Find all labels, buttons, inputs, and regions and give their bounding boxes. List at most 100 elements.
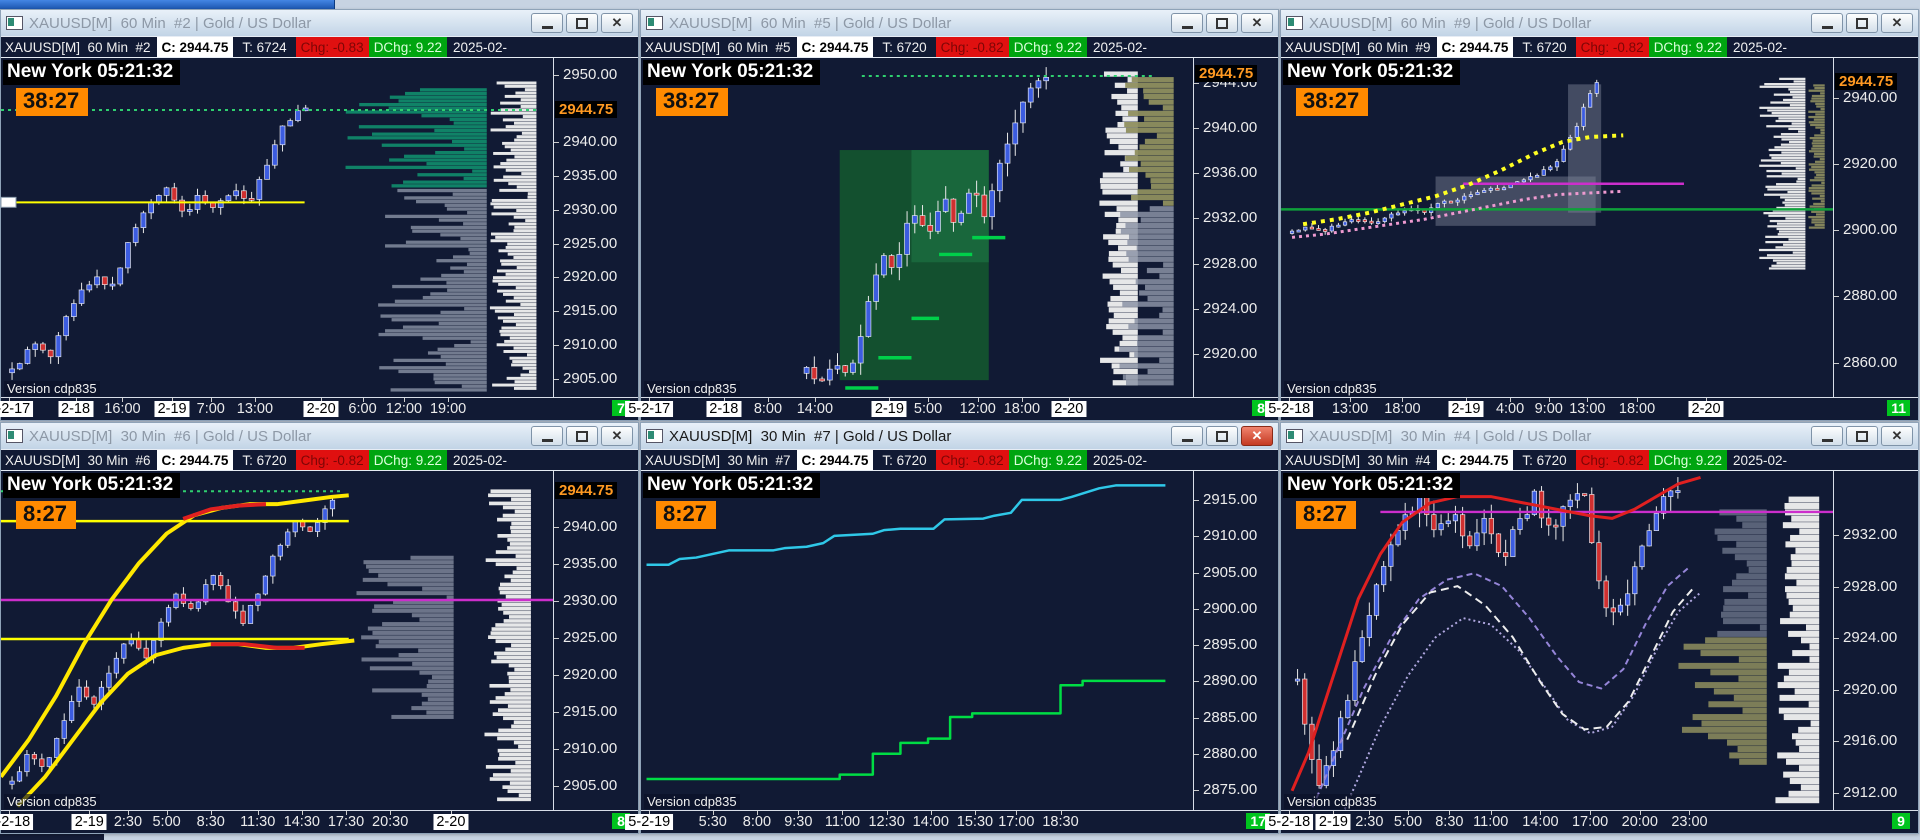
time-tick-mark: [448, 398, 450, 402]
minimize-button[interactable]: [1171, 13, 1203, 33]
time-tick-mark: [254, 398, 256, 402]
window-titlebar[interactable]: XAUUSD[M] 60 Min #2 | Gold / US Dollar: [1, 10, 638, 36]
window-titlebar[interactable]: XAUUSD[M] 60 Min #5 | Gold / US Dollar: [641, 10, 1278, 36]
time-tick-mark: [301, 811, 303, 815]
close-button[interactable]: [601, 426, 633, 446]
price-tick-mark: [554, 345, 559, 346]
time-axis[interactable]: 5-2-17 2-18 8:00 14:00 2-19 5:00 12:00 18:00 2-2…: [625, 398, 1278, 420]
change-badge: Chg: -0.82: [1575, 450, 1649, 470]
restore-button[interactable]: [1206, 426, 1238, 446]
chart-window-bottom-right: XAUUSD[M] 30 Min #4 | Gold / US Dollar X…: [1265, 422, 1919, 834]
close-icon: [1892, 427, 1903, 445]
time-tick-label: 11:00: [1473, 814, 1509, 830]
time-tick-mark: [1402, 398, 1404, 402]
time-tick-mark: [122, 398, 124, 402]
daily-change-badge: DChg: 9.22: [368, 450, 447, 470]
minimize-button[interactable]: [1811, 13, 1843, 33]
daily-change-badge: DChg: 9.22: [1648, 37, 1727, 57]
restore-button[interactable]: [566, 426, 598, 446]
price-scale[interactable]: 2940.00 2920.00 2900.00 2880.00 2860.00 2944.…: [1834, 58, 1918, 398]
bar-countdown-timer: 8:27: [656, 501, 717, 529]
minimize-button[interactable]: [531, 426, 563, 446]
time-tick-label: 14:00: [1522, 814, 1559, 830]
restore-button[interactable]: [1206, 13, 1238, 33]
close-button[interactable]: [601, 13, 633, 33]
chart-area[interactable]: New York 05:21:32 38:27 Version cdp835: [1, 58, 554, 398]
price-tick-mark: [554, 244, 559, 245]
chart-area[interactable]: New York 05:21:32 38:27 Version cdp835: [1281, 58, 1834, 398]
restore-icon: [1856, 430, 1868, 442]
restore-button[interactable]: [566, 13, 598, 33]
time-tick-mark: [166, 811, 168, 815]
price-scale[interactable]: 2932.00 2928.00 2924.00 2920.00 2916.00 2912.…: [1834, 471, 1918, 811]
time-tick-mark: [974, 811, 976, 815]
price-tick-label: 2890.00: [1203, 672, 1258, 690]
time-tick-mark: [321, 398, 323, 402]
chart-area[interactable]: New York 05:21:32 38:27 Version cdp835: [641, 58, 1194, 398]
price-tick-mark: [554, 379, 559, 380]
trades-value: T: 6724: [242, 39, 287, 55]
price-tick-label: 2924.00: [1843, 629, 1898, 647]
time-axis[interactable]: 5-2-19 5:30 8:00 9:30 11:00 12:30 14:00 15:30 17…: [625, 811, 1278, 833]
price-tick-mark: [1834, 741, 1839, 742]
close-button[interactable]: [1241, 13, 1273, 33]
time-tick-label: 17:00: [998, 814, 1035, 830]
time-axis[interactable]: 5-2-17 2-18 16:00 2-19 7:00 13:00 2-20 6:00 12:0…: [0, 398, 638, 420]
restore-icon: [1856, 17, 1868, 29]
time-axis[interactable]: 5-2-18 13:00 18:00 2-19 4:00 9:00 13:00 18:00 2-…: [1265, 398, 1918, 420]
close-button[interactable]: [1881, 13, 1913, 33]
time-tick-mark: [712, 811, 714, 815]
close-price-value: C: 2944.75: [156, 450, 234, 470]
window-titlebar[interactable]: XAUUSD[M] 60 Min #9 | Gold / US Dollar: [1281, 10, 1918, 36]
chart-area[interactable]: New York 05:21:32 8:27 Version cdp835: [1281, 471, 1834, 811]
time-tick-mark: [1465, 398, 1467, 402]
last-price-marker: 2944.75: [1195, 65, 1258, 83]
price-scale[interactable]: 2915.00 2910.00 2905.00 2900.00 2895.00 2890.…: [1194, 471, 1278, 811]
time-tick-label: 17:30: [327, 814, 365, 830]
time-tick-label: 15:30: [956, 814, 994, 830]
price-chart: [1, 81, 537, 392]
time-tick-mark: [1407, 811, 1409, 815]
chart-window-icon: [646, 429, 663, 443]
price-tick-mark: [554, 277, 559, 278]
window-titlebar[interactable]: XAUUSD[M] 30 Min #6 | Gold / US Dollar: [1, 423, 638, 449]
close-button[interactable]: [1241, 426, 1273, 446]
price-scale[interactable]: 2944.002940.002936.002932.002928.002924.…: [1194, 58, 1278, 398]
price-tick-mark: [1194, 218, 1199, 219]
bar-countdown-timer: 8:27: [16, 501, 77, 529]
trades-value: T: 6720: [882, 39, 927, 55]
time-tick-label: 8:30: [1435, 814, 1464, 830]
price-tick-mark: [1834, 793, 1839, 794]
window-titlebar[interactable]: XAUUSD[M] 30 Min #4 | Gold / US Dollar: [1281, 423, 1918, 449]
axis-corner: 9: [1834, 811, 1918, 833]
price-tick-mark: [1194, 354, 1199, 355]
chart-area[interactable]: New York 05:21:32 8:27 Version cdp835: [641, 471, 1194, 811]
time-tick-label: 23:00: [1671, 814, 1708, 830]
price-scale[interactable]: 2950.00 2940.00 2935.00 2930.00 2925.00 2920.…: [554, 58, 638, 398]
price-scale[interactable]: 2940.00 2935.00 2930.00 2925.00 2920.00 2915.…: [554, 471, 638, 811]
price-tick-mark: [554, 786, 559, 787]
price-tick-label: 2940.00: [1843, 88, 1898, 106]
time-tick-mark: [649, 398, 651, 402]
time-tick-label: 5-2-19: [625, 814, 674, 830]
price-tick-mark: [1194, 500, 1199, 501]
minimize-button[interactable]: [531, 13, 563, 33]
time-tick-label: 2-19: [71, 814, 107, 830]
time-axis[interactable]: 5-2-18 2-19 2:30 5:00 8:30 11:30 14:30 17:30 20:…: [0, 811, 638, 833]
time-axis[interactable]: 5-2-18 2-19 2:30 5:00 8:30 11:00 14:00 17:00 20:…: [1265, 811, 1918, 833]
background-window-titlebar[interactable]: [0, 0, 335, 9]
time-tick-mark: [649, 811, 651, 815]
chart-area[interactable]: New York 05:21:32 8:27 Version cdp835: [1, 471, 554, 811]
minimize-button[interactable]: [1811, 426, 1843, 446]
time-tick-label: 8:30: [196, 814, 225, 830]
close-button[interactable]: [1881, 426, 1913, 446]
restore-button[interactable]: [1846, 426, 1878, 446]
close-price-value: C: 2944.75: [796, 37, 874, 57]
bar-countdown-timer: 38:27: [656, 88, 729, 116]
instrument-label: XAUUSD[M] 60 Min #2: [5, 39, 151, 55]
window-titlebar[interactable]: XAUUSD[M] 30 Min #7 | Gold / US Dollar: [641, 423, 1278, 449]
minimize-button[interactable]: [1171, 426, 1203, 446]
chart-body: New York 05:21:32 8:27 Version cdp835 29…: [1281, 471, 1918, 811]
restore-button[interactable]: [1846, 13, 1878, 33]
price-tick-mark: [554, 601, 559, 602]
